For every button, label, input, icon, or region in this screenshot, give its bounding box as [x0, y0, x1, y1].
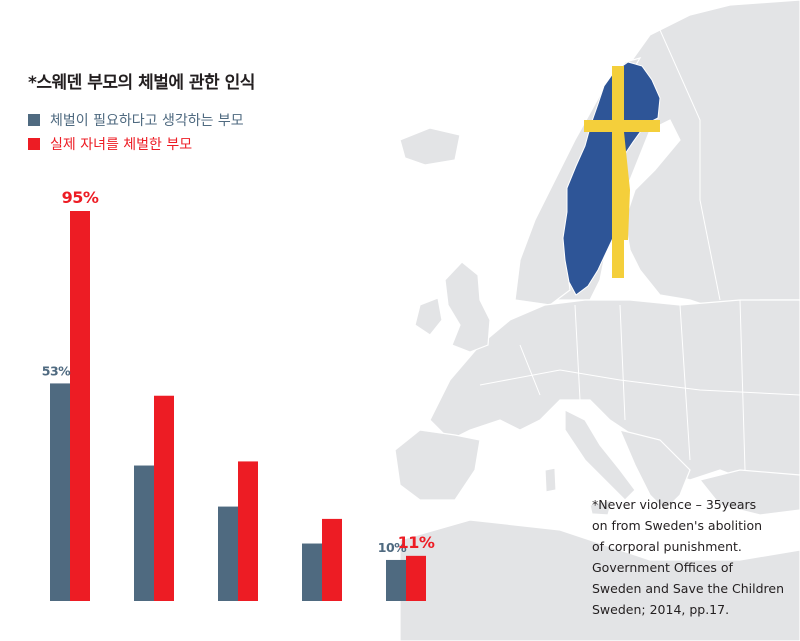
sardinia-land: [544, 467, 557, 493]
note-line: Government Offices of: [592, 560, 733, 575]
source-note: *Never violence – 35years on from Sweden…: [592, 494, 792, 620]
bar-actual-3: [322, 518, 342, 601]
turkey-land: [698, 469, 800, 516]
bar-actual-4: [406, 555, 426, 601]
sicily-land: [589, 499, 613, 516]
bar-need-4: [386, 559, 406, 601]
bar-actual-2: [238, 461, 258, 601]
uk-land: [444, 261, 491, 353]
legend-swatch-need: [28, 114, 40, 126]
sweden-cross-horizontal: [584, 120, 660, 132]
bar-need-0: [50, 383, 70, 601]
data-label-actual-0: 95%: [62, 188, 99, 207]
note-line: of corporal punishment.: [592, 539, 742, 554]
bar-actual-1: [154, 395, 174, 601]
note-line: *Never violence – 35years: [592, 497, 757, 512]
data-label-need-0: 53%: [42, 363, 71, 378]
note-line: Sweden; 2014, pp.17.: [592, 602, 730, 617]
balkans-land: [618, 429, 691, 511]
chart-title: *스웨덴 부모의 체벌에 관한 인식: [28, 73, 255, 93]
iberia-land: [394, 429, 481, 501]
legend-item-actual: 실제 자녀를 체벌한 부모: [28, 132, 244, 156]
north-africa-land: [399, 519, 800, 641]
bar-need-2: [218, 506, 238, 601]
ireland-land: [414, 297, 443, 336]
bar-actual-0: [70, 211, 90, 601]
legend-label-need: 체벌이 필요하다고 생각하는 부모: [50, 113, 244, 129]
legend-swatch-actual: [28, 138, 40, 150]
legend: 체벌이 필요하다고 생각하는 부모 실제 자녀를 체벌한 부모: [28, 108, 244, 156]
note-line: Sweden and Save the Children: [592, 581, 785, 596]
sweden-flag-map: [562, 61, 661, 296]
continent-land: [429, 299, 800, 491]
sweden-cross-lower-arm: [612, 132, 630, 240]
legend-item-need: 체벌이 필요하다고 생각하는 부모: [28, 108, 244, 132]
legend-label-actual: 실제 자녀를 체벌한 부모: [50, 137, 193, 153]
note-line: on from Sweden's abolition: [592, 518, 763, 533]
data-label-actual-4: 11%: [398, 533, 435, 552]
data-label-need-4: 10%: [378, 540, 407, 555]
bar-need-3: [302, 543, 322, 601]
iceland-land: [399, 127, 461, 166]
italy-land: [564, 409, 636, 501]
bar-need-1: [134, 465, 154, 601]
